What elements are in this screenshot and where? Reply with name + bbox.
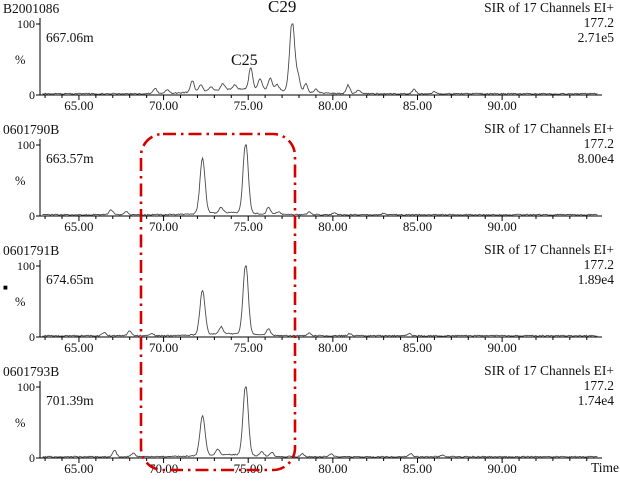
svg-text:75.00: 75.00 xyxy=(234,98,263,113)
channel-info: SIR of 17 Channels EI+ 177.2 1.89e4 xyxy=(484,242,614,287)
chromatogram-panel-1: 65.00 70.00 75.00 80.00 85.00 90.00 B2001086 … xyxy=(0,0,620,121)
y-axis-label: % xyxy=(15,174,26,188)
channel-mz: 177.2 xyxy=(583,15,614,30)
depth-label: 667.06m xyxy=(46,30,94,45)
svg-text:70.00: 70.00 xyxy=(149,340,178,355)
channel-info: SIR of 17 Channels EI+ 177.2 1.74e4 xyxy=(484,363,614,408)
svg-text:80.00: 80.00 xyxy=(318,461,347,476)
y-axis-label: % xyxy=(15,295,26,309)
y-tick-100: 100 xyxy=(17,380,35,394)
svg-text:80.00: 80.00 xyxy=(318,98,347,113)
time-axis-label: Time xyxy=(590,460,619,475)
svg-text:90.00: 90.00 xyxy=(488,461,517,476)
chromatogram-panel-4: 65.00 70.00 75.00 80.00 85.00 90.00 0601793B … xyxy=(0,363,620,484)
sample-id: B2001086 xyxy=(3,1,60,16)
svg-text:70.00: 70.00 xyxy=(149,219,178,234)
y-tick-0: 0 xyxy=(29,451,35,465)
svg-text:75.00: 75.00 xyxy=(234,219,263,234)
intensity-scale: 8.00e4 xyxy=(577,151,614,166)
depth-label: 701.39m xyxy=(46,393,94,408)
channel-mz: 177.2 xyxy=(583,257,614,272)
svg-text:65.00: 65.00 xyxy=(64,98,93,113)
chromatogram-panel-2: 65.00 70.00 75.00 80.00 85.00 90.00 0601790B … xyxy=(0,121,620,242)
svg-text:80.00: 80.00 xyxy=(318,340,347,355)
svg-text:85.00: 85.00 xyxy=(403,461,432,476)
intensity-scale: 2.71e5 xyxy=(577,30,614,45)
svg-text:85.00: 85.00 xyxy=(403,340,432,355)
svg-text:80.00: 80.00 xyxy=(318,219,347,234)
intensity-scale: 1.89e4 xyxy=(577,272,614,287)
svg-text:90.00: 90.00 xyxy=(488,219,517,234)
sample-id: 0601791B xyxy=(3,243,60,258)
svg-text:65.00: 65.00 xyxy=(64,340,93,355)
channel-info-line: SIR of 17 Channels EI+ xyxy=(484,242,614,257)
svg-text:65.00: 65.00 xyxy=(64,461,93,476)
depth-label: 674.65m xyxy=(46,272,94,287)
svg-text:75.00: 75.00 xyxy=(234,340,263,355)
svg-text:90.00: 90.00 xyxy=(488,98,517,113)
chromatogram-panel-3: 65.00 70.00 75.00 80.00 85.00 90.00 0601791B … xyxy=(0,242,620,363)
bullet-marker: ■ xyxy=(3,283,8,292)
y-axis-label: % xyxy=(15,53,26,67)
svg-text:70.00: 70.00 xyxy=(149,461,178,476)
y-axis-label: % xyxy=(15,416,26,430)
y-tick-100: 100 xyxy=(17,17,35,31)
channel-info-line: SIR of 17 Channels EI+ xyxy=(484,363,614,378)
y-tick-100: 100 xyxy=(17,138,35,152)
peak-label-c29: C29 xyxy=(268,0,297,16)
channel-info: SIR of 17 Channels EI+ 177.2 8.00e4 xyxy=(484,121,614,166)
svg-text:85.00: 85.00 xyxy=(403,98,432,113)
channel-info-line: SIR of 17 Channels EI+ xyxy=(484,0,614,15)
svg-text:70.00: 70.00 xyxy=(149,98,178,113)
y-tick-0: 0 xyxy=(29,209,35,223)
channel-mz: 177.2 xyxy=(583,136,614,151)
svg-text:85.00: 85.00 xyxy=(403,219,432,234)
svg-text:75.00: 75.00 xyxy=(234,461,263,476)
svg-text:90.00: 90.00 xyxy=(488,340,517,355)
depth-label: 663.57m xyxy=(46,151,94,166)
y-tick-100: 100 xyxy=(17,259,35,273)
chromatogram-plot-1: 65.00 70.00 75.00 80.00 85.00 90.00 xyxy=(36,18,602,113)
sample-id: 0601793B xyxy=(3,364,60,379)
intensity-scale: 1.74e4 xyxy=(577,393,614,408)
chromatogram-plot-4: 65.00 70.00 75.00 80.00 85.00 90.00 xyxy=(36,381,602,476)
peak-label-c25: C25 xyxy=(231,52,258,69)
channel-mz: 177.2 xyxy=(583,378,614,393)
channel-info-line: SIR of 17 Channels EI+ xyxy=(484,121,614,136)
y-tick-0: 0 xyxy=(29,330,35,344)
y-tick-0: 0 xyxy=(29,88,35,102)
channel-info: SIR of 17 Channels EI+ 177.2 2.71e5 xyxy=(484,0,614,45)
svg-text:65.00: 65.00 xyxy=(64,219,93,234)
sample-id: 0601790B xyxy=(3,122,60,137)
